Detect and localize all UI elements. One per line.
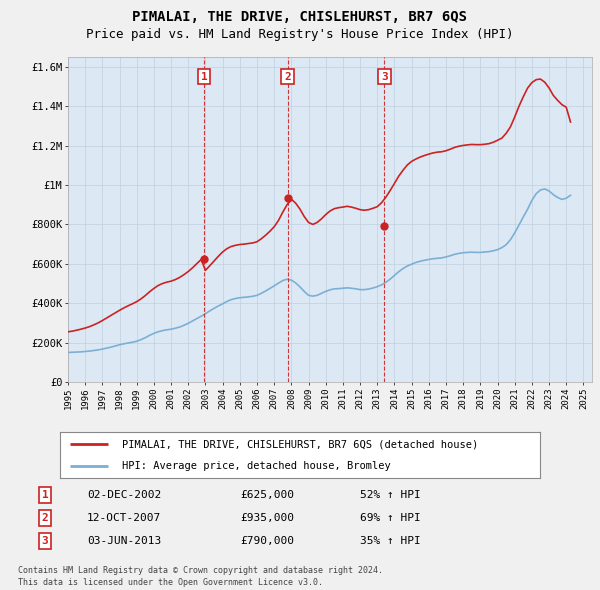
Text: 3: 3: [381, 72, 388, 81]
Text: £625,000: £625,000: [240, 490, 294, 500]
Text: 1: 1: [200, 72, 208, 81]
Text: 03-JUN-2013: 03-JUN-2013: [87, 536, 161, 546]
Text: Price paid vs. HM Land Registry's House Price Index (HPI): Price paid vs. HM Land Registry's House …: [86, 28, 514, 41]
Text: 2: 2: [284, 72, 291, 81]
Text: HPI: Average price, detached house, Bromley: HPI: Average price, detached house, Brom…: [122, 461, 391, 471]
Text: £790,000: £790,000: [240, 536, 294, 546]
Text: 52% ↑ HPI: 52% ↑ HPI: [360, 490, 421, 500]
Text: 2: 2: [41, 513, 49, 523]
Text: 02-DEC-2002: 02-DEC-2002: [87, 490, 161, 500]
Text: PIMALAI, THE DRIVE, CHISLEHURST, BR7 6QS (detached house): PIMALAI, THE DRIVE, CHISLEHURST, BR7 6QS…: [122, 440, 479, 450]
Text: Contains HM Land Registry data © Crown copyright and database right 2024.: Contains HM Land Registry data © Crown c…: [18, 566, 383, 575]
Text: 35% ↑ HPI: 35% ↑ HPI: [360, 536, 421, 546]
Text: 1: 1: [41, 490, 49, 500]
Text: 3: 3: [41, 536, 49, 546]
Text: 12-OCT-2007: 12-OCT-2007: [87, 513, 161, 523]
Text: 69% ↑ HPI: 69% ↑ HPI: [360, 513, 421, 523]
Text: PIMALAI, THE DRIVE, CHISLEHURST, BR7 6QS: PIMALAI, THE DRIVE, CHISLEHURST, BR7 6QS: [133, 10, 467, 24]
Text: This data is licensed under the Open Government Licence v3.0.: This data is licensed under the Open Gov…: [18, 578, 323, 587]
Text: £935,000: £935,000: [240, 513, 294, 523]
